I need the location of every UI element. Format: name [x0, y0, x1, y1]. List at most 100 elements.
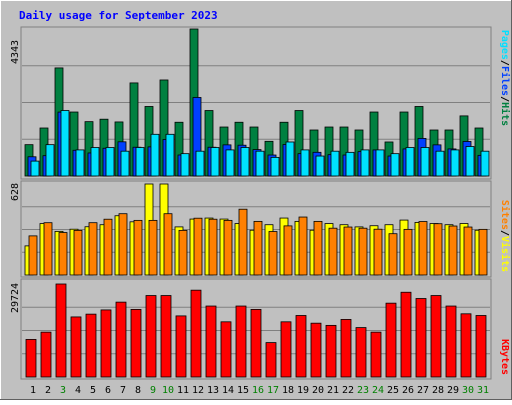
bar-kbytes-day-18	[280, 321, 292, 378]
day-label-12: 12	[192, 385, 204, 396]
bar-sites-day-5	[88, 222, 98, 276]
day-label-10: 10	[162, 385, 174, 396]
legend-hits: Hits	[499, 102, 511, 126]
bar-kbytes-day-22	[340, 319, 352, 378]
bar-kbytes-day-11	[175, 315, 187, 378]
bar-kbytes-day-26	[400, 291, 412, 378]
day-label-24: 24	[372, 385, 384, 396]
legend-kbytes: KBytes	[499, 339, 510, 375]
bar-kbytes-day-1	[25, 339, 37, 378]
bar-pages-day-3	[60, 110, 70, 177]
day-label-25: 25	[387, 385, 399, 396]
day-label-23: 23	[357, 385, 369, 396]
bar-pages-day-18	[285, 141, 295, 177]
bar-pages-day-19	[300, 149, 310, 177]
bar-kbytes-day-14	[220, 321, 232, 378]
y-max-kbytes: 29724	[10, 283, 21, 313]
bar-sites-day-27	[418, 221, 428, 276]
bars	[24, 28, 490, 378]
day-label-1: 1	[30, 385, 36, 396]
bar-sites-day-25	[388, 233, 398, 276]
bar-sites-day-7	[118, 213, 128, 276]
bar-sites-day-14	[223, 219, 233, 276]
bar-sites-day-12	[193, 217, 203, 276]
legend-sep-2: /	[499, 96, 510, 102]
bar-pages-day-6	[105, 147, 115, 177]
bar-pages-day-26	[405, 147, 415, 177]
legend-sites: Sites	[499, 200, 511, 230]
bar-kbytes-day-21	[325, 324, 337, 378]
day-label-11: 11	[177, 385, 189, 396]
bar-pages-day-11	[180, 153, 190, 177]
bar-pages-day-28	[435, 150, 445, 177]
day-label-21: 21	[327, 385, 339, 396]
bar-sites-day-17	[268, 231, 278, 276]
bar-pages-day-15	[240, 147, 250, 177]
day-label-30: 30	[462, 385, 474, 396]
bar-kbytes-day-3	[55, 283, 67, 378]
day-label-17: 17	[267, 385, 279, 396]
day-label-29: 29	[447, 385, 459, 396]
bar-pages-day-17	[270, 156, 280, 177]
bar-pages-day-29	[450, 149, 460, 177]
bar-sites-day-28	[433, 223, 443, 276]
y-max-visits: 628	[10, 183, 21, 201]
day-label-14: 14	[222, 385, 234, 396]
chart-title: Daily usage for September 2023	[19, 9, 218, 22]
bar-sites-day-31	[478, 228, 488, 276]
bar-sites-day-30	[463, 226, 473, 276]
legend-files: Files	[499, 66, 511, 96]
bar-sites-day-22	[343, 226, 353, 276]
bar-sites-day-13	[208, 218, 218, 276]
bar-kbytes-day-20	[310, 322, 322, 378]
bar-pages-day-30	[465, 146, 475, 177]
bar-kbytes-day-10	[160, 295, 172, 378]
day-label-4: 4	[75, 385, 81, 396]
bar-kbytes-day-27	[415, 298, 427, 378]
bar-pages-day-21	[330, 150, 340, 177]
bar-sites-day-24	[373, 228, 383, 276]
day-label-3: 3	[60, 385, 66, 396]
day-label-8: 8	[135, 385, 141, 396]
day-label-16: 16	[252, 385, 264, 396]
bar-kbytes-day-6	[100, 309, 112, 378]
bar-sites-day-19	[298, 216, 308, 276]
bar-pages-day-25	[390, 153, 400, 177]
bar-pages-day-10	[165, 133, 175, 177]
bar-kbytes-day-17	[265, 342, 277, 378]
day-label-2: 2	[45, 385, 51, 396]
bar-sites-day-16	[253, 220, 263, 276]
bar-kbytes-day-5	[85, 313, 97, 378]
bar-kbytes-day-31	[475, 315, 487, 378]
bar-sites-day-8	[133, 219, 143, 276]
bar-kbytes-day-30	[460, 313, 472, 378]
bar-kbytes-day-9	[145, 295, 157, 378]
bar-kbytes-day-13	[205, 305, 217, 378]
bar-kbytes-day-16	[250, 309, 262, 378]
day-label-26: 26	[402, 385, 414, 396]
bar-kbytes-day-15	[235, 305, 247, 378]
bar-pages-day-20	[315, 155, 325, 177]
day-label-22: 22	[342, 385, 354, 396]
bar-sites-day-1	[28, 235, 38, 276]
bar-kbytes-day-23	[355, 327, 367, 378]
day-label-15: 15	[237, 385, 249, 396]
bar-sites-day-15	[238, 208, 248, 276]
bar-kbytes-day-24	[370, 331, 382, 378]
bar-pages-day-22	[345, 151, 355, 177]
bar-sites-day-26	[403, 228, 413, 276]
bar-kbytes-day-29	[445, 305, 457, 378]
day-label-6: 6	[105, 385, 111, 396]
bar-sites-day-11	[178, 229, 188, 276]
day-label-18: 18	[282, 385, 294, 396]
bar-sites-day-10	[163, 213, 173, 276]
bar-pages-day-9	[150, 133, 160, 177]
bar-sites-day-6	[103, 218, 113, 276]
bar-pages-day-14	[225, 149, 235, 177]
bar-pages-day-24	[375, 149, 385, 177]
bar-sites-day-23	[358, 227, 368, 276]
day-label-19: 19	[297, 385, 309, 396]
bar-kbytes-day-4	[70, 316, 82, 378]
day-label-20: 20	[312, 385, 324, 396]
bar-sites-day-2	[43, 222, 53, 276]
